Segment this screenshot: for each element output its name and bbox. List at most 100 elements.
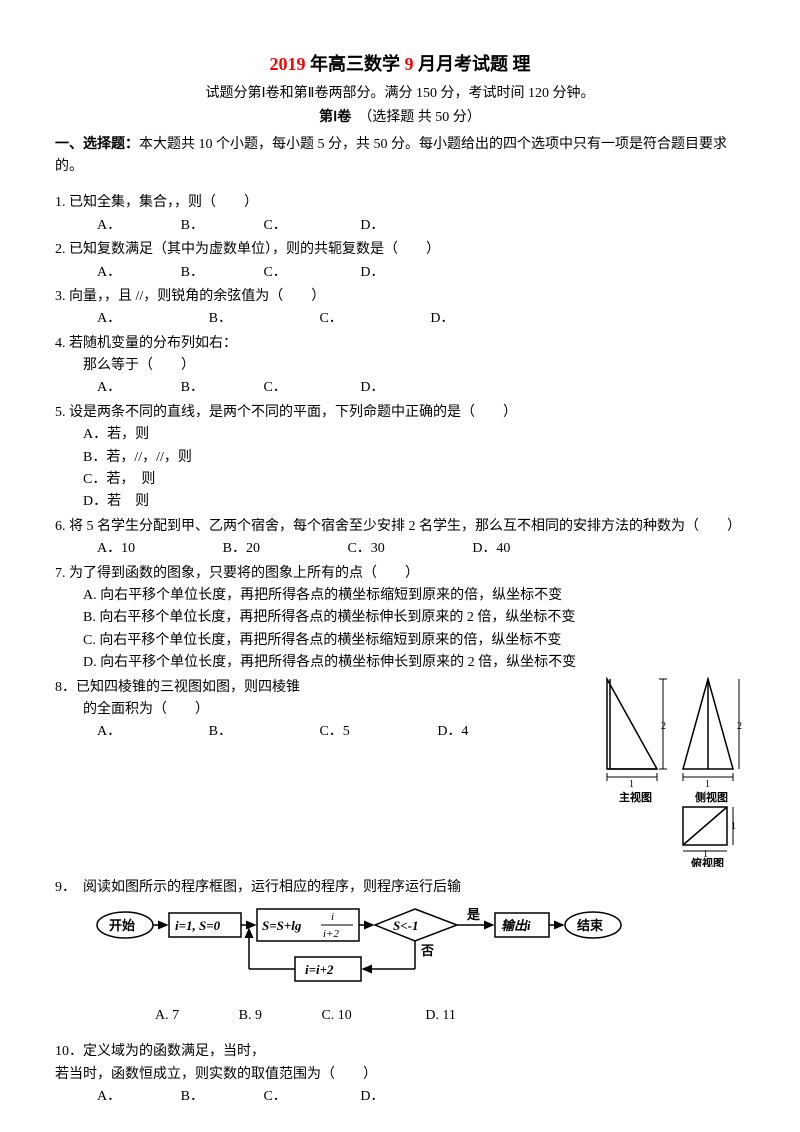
q6-stem: 6. 将 5 名学生分配到甲、乙两个宿舍，每个宿舍至少安排 2 名学生，那么互不… xyxy=(55,516,745,538)
q10-stem1: 10．定义域为的函数满足，当时， xyxy=(55,1041,745,1063)
question-5: 5. 设是两条不同的直线，是两个不同的平面，下列命题中正确的是（ ） A．若，则… xyxy=(55,402,745,514)
q6-opt-b: B．20 xyxy=(223,538,260,560)
intro-rest: 本大题共 10 个小题，每小题 5 分，共 50 分。每小题给出的四个选项中只有… xyxy=(55,137,727,174)
q2-opt-d: D． xyxy=(360,262,384,284)
question-7: 7. 为了得到函数的图象，只要将的图象上所有的点（ ） A. 向右平移个单位长度… xyxy=(55,563,745,675)
dim-one-1: 1 xyxy=(629,779,634,790)
q3-opt-c: C． xyxy=(319,308,342,330)
fc-start: 开始 xyxy=(109,918,135,933)
q7-stem: 7. 为了得到函数的图象，只要将的图象上所有的点（ ） xyxy=(55,563,745,585)
q4-line2: 那么等于（ ） xyxy=(55,355,745,377)
q2-options: A． B． C． D． xyxy=(55,262,745,284)
question-3: 3. 向量，，且 //，则锐角的余弦值为（ ） A． B． C． D． xyxy=(55,286,745,331)
q10-opt-b: B． xyxy=(181,1086,204,1108)
flowchart: 开始 i=1, S=0 S=S+lg i i+2 S<-1 是 输出i xyxy=(95,905,745,998)
q9-opt-a: A. 7 xyxy=(155,1005,179,1027)
intro-bold: 一、选择题： xyxy=(55,137,139,152)
q5-opt-b: B．若，//，//，则 xyxy=(55,447,745,469)
front-view-label: 主视图 xyxy=(619,790,652,804)
q5-opt-c: C．若， 则 xyxy=(55,469,745,491)
q1-opt-b: B． xyxy=(181,215,204,237)
three-view-figure: 1 2 主视图 1 2 侧视图 xyxy=(605,677,745,875)
fc-out: 输出i xyxy=(501,918,531,933)
fc-inc: i=i+2 xyxy=(305,962,334,977)
fc-init: i=1, S=0 xyxy=(175,918,221,933)
q8-opt-c: C．5 xyxy=(319,721,349,743)
question-4: 4. 若随机变量的分布列如右： 那么等于（ ） A． B． C． D． xyxy=(55,333,745,400)
q6-options: A．10 B．20 C．30 D．40 xyxy=(55,538,745,560)
q2-opt-c: C． xyxy=(263,262,286,284)
q6-opt-a: A．10 xyxy=(97,538,135,560)
q10-stem2: 若当时，函数恒成立，则实数的取值范围为（ ） xyxy=(55,1064,745,1086)
q10-opt-c: C． xyxy=(263,1086,286,1108)
question-8: 1 2 主视图 1 2 侧视图 xyxy=(55,677,745,875)
fc-frac-num: i xyxy=(331,911,334,923)
q9-opt-d: D. 11 xyxy=(425,1005,456,1027)
q4-options: A． B． C． D． xyxy=(55,377,745,399)
q3-opt-d: D． xyxy=(430,308,454,330)
q7-opt-a: A. 向右平移个单位长度，再把所得各点的横坐标缩短到原来的倍，纵坐标不变 xyxy=(55,585,745,607)
q5-opt-d: D．若 则 xyxy=(55,491,745,513)
q4-opt-c: C． xyxy=(263,377,286,399)
q1-stem: 1. 已知全集，集合，，则（ ） xyxy=(55,192,745,214)
intro: 一、选择题：本大题共 10 个小题，每小题 5 分，共 50 分。每小题给出的四… xyxy=(55,134,745,179)
q9-stem: 9． 阅读如图所示的程序框图，运行相应的程序，则程序运行后输 xyxy=(55,877,745,899)
q4-stem: 4. 若随机变量的分布列如右： xyxy=(55,333,745,355)
q4-opt-b: B． xyxy=(181,377,204,399)
q4-opt-d: D． xyxy=(360,377,384,399)
question-10: 10．定义域为的函数满足，当时， 若当时，函数恒成立，则实数的取值范围为（ ） … xyxy=(55,1041,745,1108)
question-1: 1. 已知全集，集合，，则（ ） A． B． C． D． xyxy=(55,192,745,237)
q2-opt-b: B． xyxy=(181,262,204,284)
question-2: 2. 已知复数满足（其中为虚数单位），则的共轭复数是（ ） A． B． C． D… xyxy=(55,239,745,284)
q7-opt-c: C. 向右平移个单位长度，再把所得各点的横坐标缩短到原来的倍，纵坐标不变 xyxy=(55,630,745,652)
fc-cond: S<-1 xyxy=(393,918,418,933)
q9-opt-b: B. 9 xyxy=(239,1005,262,1027)
title-mid2: 月月考试题 理 xyxy=(414,54,531,74)
q3-stem: 3. 向量，，且 //，则锐角的余弦值为（ ） xyxy=(55,286,745,308)
q7-opt-b: B. 向右平移个单位长度，再把所得各点的横坐标伸长到原来的 2 倍，纵坐标不变 xyxy=(55,607,745,629)
q8-opt-b: B． xyxy=(209,721,232,743)
fc-calc-pre: S=S+lg xyxy=(262,918,302,933)
section-header: 第Ⅰ卷 （选择题 共 50 分） xyxy=(55,107,745,129)
q8-opt-a: A． xyxy=(97,721,121,743)
q5-stem: 5. 设是两条不同的直线，是两个不同的平面，下列命题中正确的是（ ） xyxy=(55,402,745,424)
title-mid1: 年高三数学 xyxy=(306,54,405,74)
q6-opt-d: D．40 xyxy=(472,538,510,560)
exam-title: 2019 年高三数学 9 月月考试题 理 xyxy=(55,50,745,79)
q8-opt-d: D．4 xyxy=(437,721,468,743)
fc-end: 结束 xyxy=(577,918,604,933)
q3-opt-b: B． xyxy=(209,308,232,330)
q7-opt-d: D. 向右平移个单位长度，再把所得各点的横坐标伸长到原来的 2 倍，纵坐标不变 xyxy=(55,652,745,674)
q9-opt-c: C. 10 xyxy=(321,1005,351,1027)
top-view-label: 俯视图 xyxy=(691,856,724,867)
flowchart-svg: 开始 i=1, S=0 S=S+lg i i+2 S<-1 是 输出i xyxy=(95,905,695,990)
q1-opt-c: C． xyxy=(263,215,286,237)
q3-options: A． B． C． D． xyxy=(55,308,745,330)
title-year: 2019 xyxy=(270,54,306,74)
question-6: 6. 将 5 名学生分配到甲、乙两个宿舍，每个宿舍至少安排 2 名学生，那么互不… xyxy=(55,516,745,561)
section-bold: 第Ⅰ卷 xyxy=(319,110,351,125)
fc-yes: 是 xyxy=(466,907,481,922)
section-rest: （选择题 共 50 分） xyxy=(365,110,481,125)
fc-frac-den: i+2 xyxy=(323,928,339,940)
q4-opt-a: A． xyxy=(97,377,121,399)
q9-options: A. 7 B. 9 C. 10 D. 11 xyxy=(55,1005,745,1027)
q10-options: A． B． C． D． xyxy=(55,1086,745,1108)
question-9: 9． 阅读如图所示的程序框图，运行相应的程序，则程序运行后输 开始 i=1, S… xyxy=(55,877,745,1027)
q3-opt-a: A． xyxy=(97,308,121,330)
q1-opt-a: A． xyxy=(97,215,121,237)
dim-one-2: 1 xyxy=(705,779,710,790)
q5-opt-a: A．若，则 xyxy=(55,424,745,446)
q1-options: A． B． C． D． xyxy=(55,215,745,237)
title-month: 9 xyxy=(405,54,414,74)
q6-opt-c: C．30 xyxy=(347,538,384,560)
q10-opt-d: D． xyxy=(360,1086,384,1108)
q10-opt-a: A． xyxy=(97,1086,121,1108)
q2-stem: 2. 已知复数满足（其中为虚数单位），则的共轭复数是（ ） xyxy=(55,239,745,261)
fc-no: 否 xyxy=(420,943,434,958)
q2-opt-a: A． xyxy=(97,262,121,284)
exam-subtitle: 试题分第Ⅰ卷和第Ⅱ卷两部分。满分 150 分，考试时间 120 分钟。 xyxy=(55,83,745,105)
side-view-label: 侧视图 xyxy=(695,790,728,804)
q1-opt-d: D． xyxy=(360,215,384,237)
three-view-svg: 1 2 主视图 1 2 侧视图 xyxy=(605,677,745,867)
